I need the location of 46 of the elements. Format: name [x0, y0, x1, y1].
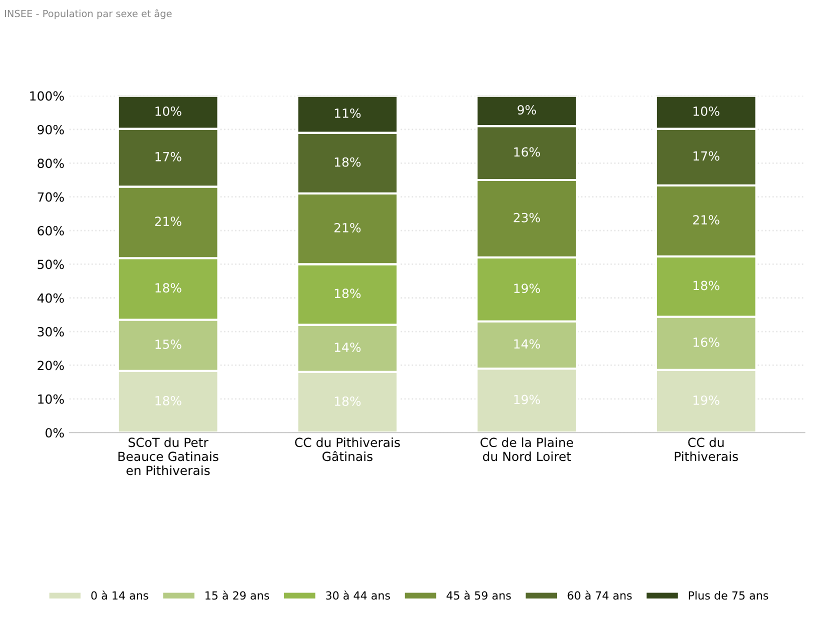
y-tick-label: 70%: [38, 192, 64, 202]
y-tick-label: 40%: [37, 293, 64, 303]
legend-label: 60 à 74 ans: [568, 590, 632, 600]
data-label: 9%: [518, 105, 536, 115]
data-label: 18%: [694, 280, 720, 290]
data-label: 16%: [514, 147, 540, 157]
data-label: 15%: [156, 340, 182, 349]
text: INSEE - Population par sexe et âge: [5, 9, 172, 20]
y-tick-label: 0%: [46, 428, 64, 438]
data-label: 18%: [156, 283, 182, 293]
data-label: 18%: [334, 288, 361, 298]
data-label: 14%: [514, 339, 540, 349]
data-label: 19%: [514, 394, 540, 404]
data-label: 14%: [334, 342, 361, 352]
data-label: 11%: [334, 108, 361, 118]
data-label: 16%: [694, 338, 720, 347]
data-label: 18%: [156, 396, 182, 406]
data-label: 10%: [156, 106, 182, 116]
y-tick-label: 100%: [30, 91, 64, 101]
data-label: 10%: [694, 106, 720, 116]
y-tick-label: 50%: [38, 260, 64, 270]
data-label: 21%: [693, 215, 720, 225]
legend-label: 30 à 44 ans: [326, 590, 390, 600]
y-tick-label: 90%: [38, 124, 64, 134]
legend-label: Plus de 75 ans: [688, 591, 768, 600]
legend-label: 0 à 14 ans: [91, 590, 148, 600]
data-label: 19%: [694, 395, 720, 405]
data-label: 17%: [694, 151, 720, 161]
data-label: 21%: [155, 216, 182, 226]
data-label: 18%: [334, 157, 361, 167]
x-tick-label: SCoT du Petr Beauce Gatinais en Pithiverais: [118, 437, 218, 476]
x-tick-label: CC de la Plaine du Nord Loiret: [480, 437, 574, 462]
x-tick-label: CC du Pithiverais: [674, 437, 738, 462]
data-label: 21%: [334, 223, 361, 232]
legend-label: 15 à 29 ans: [206, 590, 270, 600]
y-tick-label: 60%: [38, 226, 64, 236]
data-label: 19%: [514, 284, 540, 294]
data-label: 18%: [334, 396, 361, 406]
y-tick-label: 80%: [38, 158, 64, 168]
x-tick-label: CC du Pithiverais Gâtinais: [295, 437, 400, 462]
legend-label: 45 à 59 ans: [446, 590, 511, 600]
data-label: 17%: [156, 152, 182, 162]
data-label: 23%: [514, 212, 540, 222]
y-tick-label: 10%: [38, 394, 64, 404]
y-tick-label: 30%: [38, 327, 64, 336]
y-tick-label: 20%: [38, 360, 64, 370]
